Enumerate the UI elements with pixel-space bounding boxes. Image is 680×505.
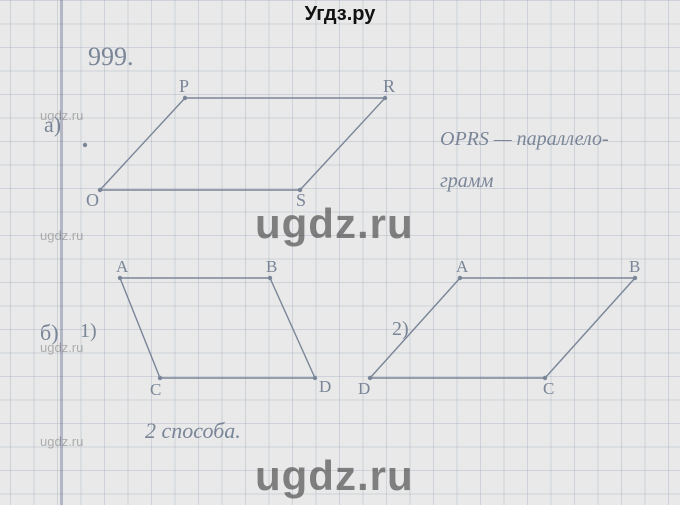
vertex-O-label: O (86, 190, 99, 210)
problem-number: 999. (88, 42, 134, 72)
part-b-label: б) (40, 320, 59, 346)
fig1-D-dot (313, 376, 317, 380)
fig2-A-label: A (456, 257, 469, 276)
part-a-label: а) (44, 112, 61, 138)
oprs-description-line1: OPRS — параллело- (440, 128, 609, 151)
fig2-AD (370, 278, 460, 378)
watermark-small-4: ugdz.ru (40, 434, 83, 449)
fig1-B-label: B (266, 257, 277, 276)
parallelogram-oprs: O P R S (70, 80, 410, 210)
page-header: Угдз.ру (0, 3, 680, 26)
fig1-C-label: C (150, 380, 161, 399)
oprs-description-line2: грамм (440, 170, 493, 193)
parallelogram-abcd-1: A B C D (100, 260, 370, 400)
stray-dot (83, 143, 87, 147)
graph-paper-grid (0, 0, 680, 505)
part-b-answer: 2 способа. (145, 418, 241, 444)
fig2-C-label: C (543, 379, 554, 398)
vertex-R-label: R (383, 76, 395, 96)
fig2-A-dot (458, 276, 462, 280)
watermark-big-2: ugdz.ru (255, 452, 414, 500)
fig2-BC (545, 278, 635, 378)
watermark-small-2: ugdz.ru (40, 228, 83, 243)
page-root: Угдз.ру ugdz.ru ugdz.ru ugdz.ru ugdz.ru … (0, 0, 680, 505)
fig1-A-label: A (116, 257, 129, 276)
fig2-D-label: D (358, 379, 370, 398)
vertex-P-label: P (179, 76, 189, 96)
fig1-B-dot (268, 276, 272, 280)
notebook-margin-line (60, 0, 63, 505)
parallelogram-abcd-2: A B D C (350, 260, 650, 400)
subpart-1-label: 1) (80, 320, 97, 343)
vertex-R-dot (383, 96, 387, 100)
header-title: Угдз.ру (305, 3, 376, 25)
fig1-AC (120, 278, 160, 378)
watermark-big-1: ugdz.ru (255, 200, 414, 248)
fig1-D-label: D (319, 377, 331, 396)
vertex-P-dot (183, 96, 187, 100)
fig2-B-label: B (629, 257, 640, 276)
fig2-B-dot (633, 276, 637, 280)
fig1-A-dot (118, 276, 122, 280)
oprs-outline (100, 98, 385, 190)
fig1-BD (270, 278, 315, 378)
